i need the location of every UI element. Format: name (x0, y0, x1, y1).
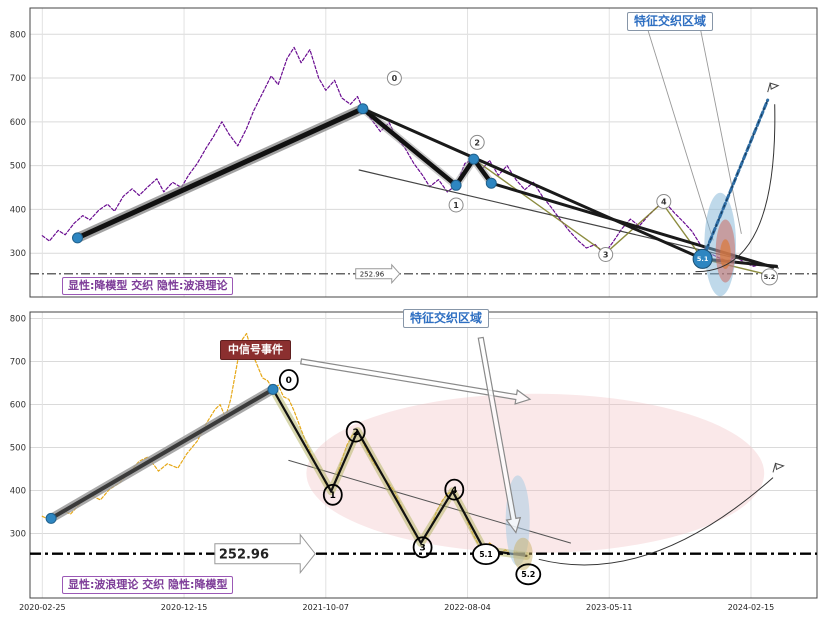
signal-event-label: 中信号事件 (220, 340, 291, 360)
svg-text:5.1: 5.1 (479, 550, 492, 559)
svg-text:2024-02-15: 2024-02-15 (728, 603, 775, 612)
svg-text:4: 4 (451, 486, 457, 496)
svg-text:252.96: 252.96 (219, 547, 269, 562)
svg-text:2023-05-11: 2023-05-11 (586, 603, 633, 612)
svg-text:5.1: 5.1 (697, 255, 709, 263)
svg-text:300: 300 (10, 249, 26, 259)
svg-text:500: 500 (10, 162, 26, 172)
svg-text:0: 0 (286, 376, 292, 386)
svg-text:2020-12-15: 2020-12-15 (161, 603, 208, 612)
svg-text:2: 2 (474, 138, 480, 147)
svg-text:800: 800 (10, 30, 26, 40)
svg-text:252.96: 252.96 (360, 270, 385, 278)
top-chart-canvas: 300 400 500 600 700 800 0 1 2 3 4 5.1 5.2 252.96 (0, 0, 819, 305)
feature-zone-label-bottom: 特征交织区域 (403, 309, 490, 328)
svg-text:600: 600 (10, 118, 26, 128)
svg-text:400: 400 (10, 486, 26, 496)
svg-text:5.2: 5.2 (521, 570, 535, 579)
svg-text:1: 1 (453, 201, 459, 210)
svg-text:4: 4 (661, 197, 667, 206)
feature-zone-label-top: 特征交织区域 (627, 12, 714, 31)
svg-text:3: 3 (603, 250, 609, 259)
svg-text:700: 700 (10, 74, 26, 84)
svg-text:1: 1 (330, 491, 336, 501)
svg-text:400: 400 (10, 205, 26, 215)
model-legend-label-bottom: 显性:波浪理论 交织 隐性:降模型 (62, 576, 234, 594)
svg-text:700: 700 (10, 357, 26, 367)
model-legend-label-top: 显性:降模型 交织 隐性:波浪理论 (62, 277, 234, 295)
svg-text:2021-10-07: 2021-10-07 (303, 603, 350, 612)
svg-text:3: 3 (419, 544, 425, 554)
svg-text:2: 2 (353, 428, 359, 438)
svg-text:800: 800 (10, 314, 26, 324)
svg-text:2020-02-25: 2020-02-25 (19, 603, 66, 612)
svg-text:600: 600 (10, 400, 26, 410)
svg-text:2022-08-04: 2022-08-04 (444, 603, 491, 612)
bottom-chart-canvas: 300 400 500 600 700 800 2020-02-25 2020-12-15 20… (0, 305, 819, 617)
svg-text:0: 0 (392, 74, 398, 83)
svg-text:300: 300 (10, 529, 26, 539)
svg-text:500: 500 (10, 443, 26, 453)
svg-text:5.2: 5.2 (764, 273, 776, 281)
